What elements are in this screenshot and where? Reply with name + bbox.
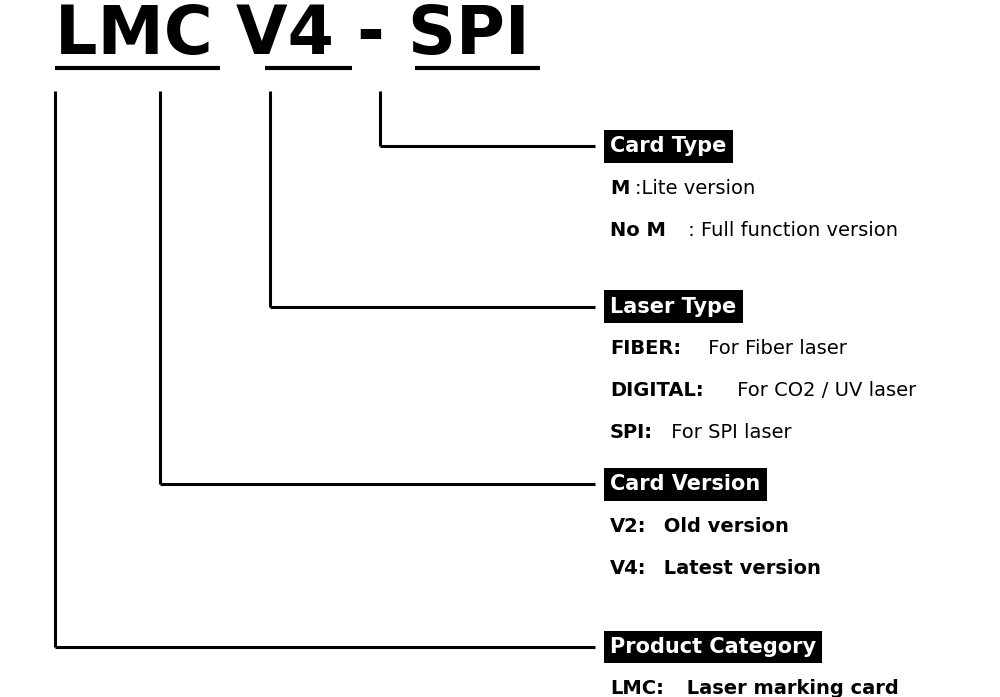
Text: DIGITAL:: DIGITAL: <box>610 381 704 400</box>
Text: Card Type: Card Type <box>610 137 726 156</box>
Text: Latest version: Latest version <box>657 558 821 578</box>
Text: :Lite version: :Lite version <box>635 178 755 198</box>
Text: : Full function version: : Full function version <box>682 220 898 240</box>
Text: Card Version: Card Version <box>610 475 760 494</box>
Text: Laser Type: Laser Type <box>610 297 736 316</box>
Text: LMC V4 - SPI: LMC V4 - SPI <box>55 2 530 68</box>
Text: SPI:: SPI: <box>610 422 653 442</box>
Text: For Fiber laser: For Fiber laser <box>702 339 847 358</box>
Text: Laser marking card: Laser marking card <box>680 679 898 697</box>
Text: For SPI laser: For SPI laser <box>665 422 792 442</box>
Text: V2:: V2: <box>610 516 646 536</box>
Text: Product Category: Product Category <box>610 637 816 657</box>
Text: FIBER:: FIBER: <box>610 339 681 358</box>
Text: No M: No M <box>610 220 666 240</box>
Text: LMC:: LMC: <box>610 679 664 697</box>
Text: M: M <box>610 178 629 198</box>
Text: For CO2 / UV laser: For CO2 / UV laser <box>731 381 916 400</box>
Text: V4:: V4: <box>610 558 646 578</box>
Text: Old version: Old version <box>657 516 789 536</box>
